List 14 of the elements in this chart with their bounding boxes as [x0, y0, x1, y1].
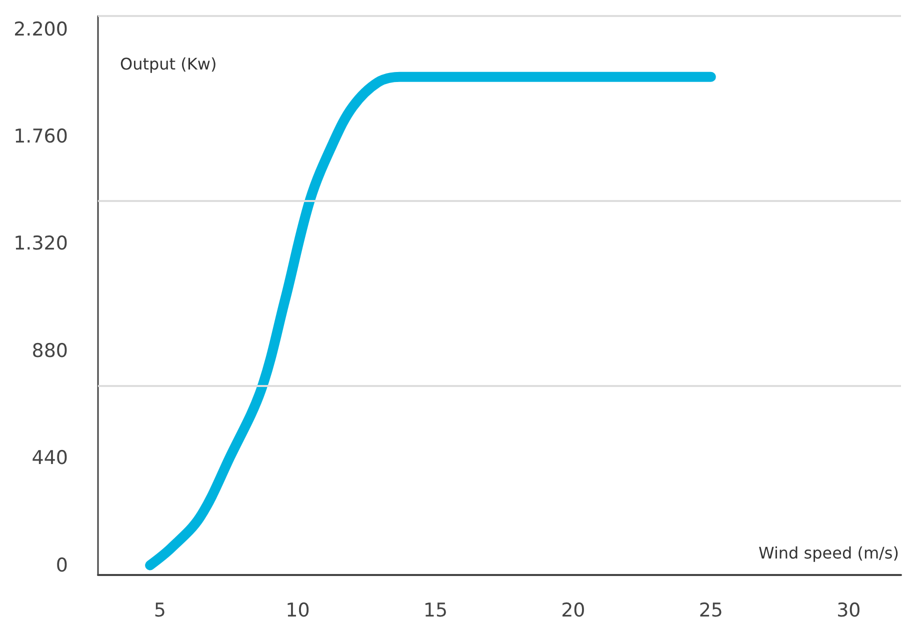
y-tick-label: 1.760: [14, 126, 68, 148]
x-tick-label: 25: [698, 600, 724, 622]
x-tick-label: 30: [836, 600, 861, 622]
y-tick-label: 0: [56, 554, 68, 576]
x-axis-title: Wind speed (m/s): [758, 544, 899, 562]
x-tick-label: 15: [423, 600, 448, 622]
x-tick-label: 20: [561, 600, 586, 622]
y-tick-label: 2.200: [14, 18, 68, 40]
x-tick-label: 10: [286, 600, 310, 622]
y-tick-label: 880: [32, 340, 68, 362]
y-tick-label: 440: [32, 447, 68, 470]
y-axis-title: Output (Kw): [120, 54, 217, 74]
y-tick-label: 1.320: [14, 232, 68, 255]
x-tick-label: 5: [154, 600, 166, 622]
